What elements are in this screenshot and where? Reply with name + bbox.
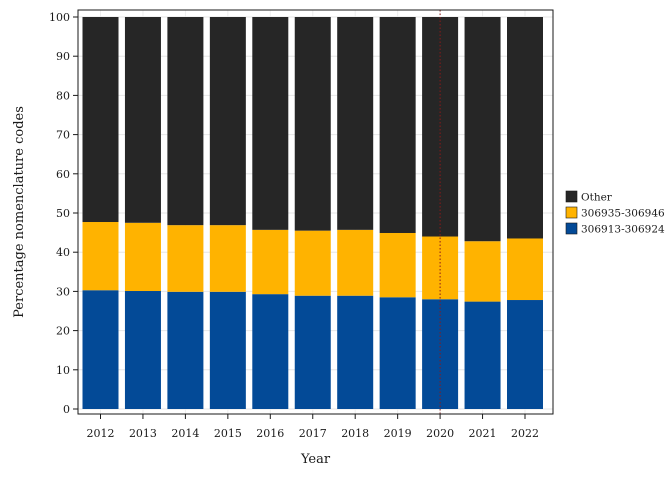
bar-segment	[507, 300, 543, 409]
bar-segment	[422, 236, 459, 300]
bar-segment	[379, 232, 416, 298]
legend-label: 306913-306924	[581, 224, 665, 236]
y-tick-label: 40	[56, 246, 70, 259]
legend-label: Other	[581, 192, 613, 204]
y-tick-label: 30	[56, 285, 70, 298]
bar-segment	[167, 225, 204, 292]
x-tick-label: 2018	[341, 427, 369, 440]
y-tick-label: 20	[56, 325, 70, 338]
bar-segment	[379, 17, 416, 233]
bar-segment	[252, 229, 289, 295]
bar-segment	[507, 238, 543, 301]
x-tick-label: 2014	[171, 427, 199, 440]
bar-segment	[209, 17, 246, 226]
bar-segment	[294, 17, 331, 231]
legend-swatch	[565, 206, 578, 219]
x-tick-label: 2020	[426, 427, 454, 440]
bar-segment	[379, 297, 416, 409]
x-tick-label: 2022	[511, 427, 539, 440]
y-tick-label: 80	[56, 89, 70, 102]
bar-segment	[82, 290, 119, 409]
bar-segment	[167, 291, 204, 409]
bar-segment	[507, 17, 543, 239]
bar-segment	[464, 301, 501, 409]
y-tick-label: 90	[56, 50, 70, 63]
y-tick-label: 100	[49, 11, 70, 24]
y-tick-label: 0	[63, 403, 70, 416]
y-axis-title: Percentage nomenclature codes	[12, 106, 27, 318]
bars-layer	[82, 17, 543, 409]
bar-segment	[209, 291, 246, 409]
plot-frame	[77, 9, 554, 415]
bar-segment	[464, 17, 501, 242]
bar-segment	[252, 17, 289, 230]
bar-segment	[337, 17, 374, 230]
bar-segment	[82, 17, 119, 223]
bar-segment	[337, 229, 374, 296]
bar-segment	[252, 294, 289, 409]
legend-label: 306935-306946	[581, 208, 665, 220]
y-tick-label: 60	[56, 168, 70, 181]
legend-swatch	[565, 190, 578, 203]
x-tick-label: 2017	[299, 427, 327, 440]
x-tick-label: 2019	[384, 427, 412, 440]
x-tick-label: 2015	[214, 427, 242, 440]
x-tick-label: 2016	[256, 427, 284, 440]
y-tick-label: 70	[56, 129, 70, 142]
bar-segment	[464, 241, 501, 302]
legend-swatch	[565, 222, 578, 235]
bar-segment	[124, 17, 161, 223]
bar-segment	[294, 230, 331, 296]
x-axis: 2012 2013 2014 2015 2016 2017 2018 2019 2020 2021…	[87, 414, 539, 440]
bar-segment	[124, 222, 161, 292]
bar-segment	[124, 291, 161, 409]
y-tick-label: 50	[56, 207, 70, 220]
bar-segment	[167, 17, 204, 226]
bar-segment	[337, 295, 374, 409]
bar-segment	[294, 295, 331, 409]
x-tick-label: 2012	[87, 427, 115, 440]
x-tick-label: 2013	[129, 427, 157, 440]
y-axis: 0 10 20 30 40 50 60 70 80 90 100	[49, 11, 78, 416]
x-tick-label: 2021	[469, 427, 497, 440]
bar-segment	[209, 225, 246, 292]
legend: Other 306935-306946 306913-306924	[565, 190, 665, 236]
bar-segment	[82, 222, 119, 291]
x-axis-title: Year	[300, 452, 331, 467]
y-tick-label: 10	[56, 364, 70, 377]
